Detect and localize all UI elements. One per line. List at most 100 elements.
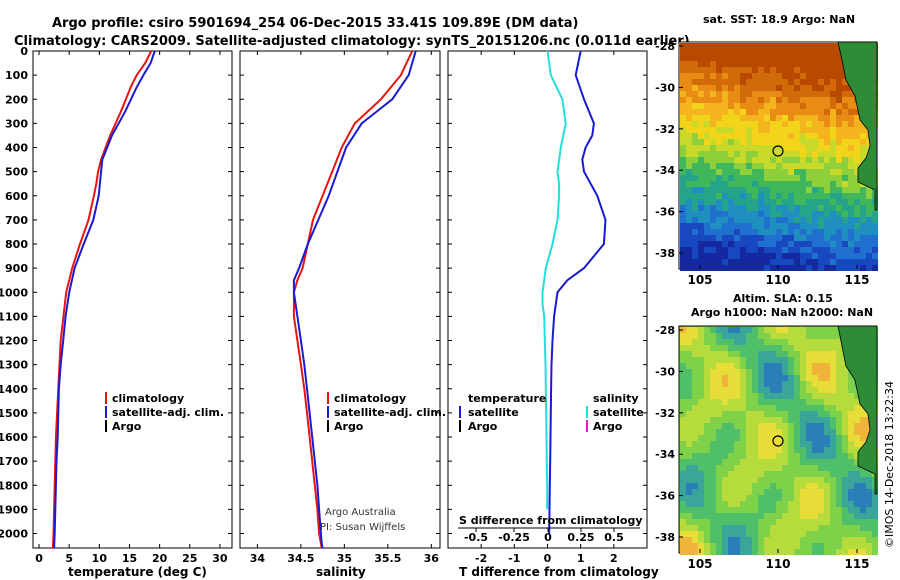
s-difference-inset-axis: -0.5 -0.25 0 0.25 0.5 bbox=[458, 527, 640, 544]
map-pixel bbox=[722, 133, 728, 139]
map-pixel bbox=[782, 97, 788, 103]
map-pixel bbox=[788, 115, 794, 121]
map-pixel bbox=[698, 121, 704, 127]
map-pixel bbox=[752, 127, 758, 133]
map-pixel bbox=[836, 405, 842, 411]
map-pixel bbox=[722, 441, 728, 447]
map-pixel bbox=[782, 345, 788, 351]
map-pixel bbox=[854, 229, 860, 235]
map-pixel bbox=[710, 241, 716, 247]
map-pixel bbox=[728, 223, 734, 229]
map-pixel bbox=[782, 369, 788, 375]
map-pixel bbox=[746, 429, 752, 435]
map-pixel bbox=[782, 471, 788, 477]
map-pixel bbox=[764, 61, 770, 67]
map-pixel bbox=[686, 501, 692, 507]
map-pixel bbox=[788, 483, 794, 489]
map-pixel bbox=[818, 531, 824, 537]
map-pixel bbox=[722, 519, 728, 525]
map-pixel bbox=[842, 537, 848, 543]
map-pixel bbox=[770, 91, 776, 97]
map-pixel bbox=[692, 223, 698, 229]
map-pixel bbox=[812, 223, 818, 229]
map-pixel bbox=[728, 423, 734, 429]
map-pixel bbox=[836, 139, 842, 145]
map-pixel bbox=[830, 181, 836, 187]
map-pixel bbox=[764, 495, 770, 501]
legend-argo-swatch bbox=[105, 420, 107, 432]
map-pixel bbox=[842, 151, 848, 157]
map-pixel bbox=[680, 151, 686, 157]
map-pixel bbox=[734, 109, 740, 115]
map-pixel bbox=[686, 447, 692, 453]
map-pixel bbox=[800, 483, 806, 489]
map-pixel bbox=[758, 217, 764, 223]
map-pixel bbox=[752, 55, 758, 61]
map-pixel bbox=[710, 49, 716, 55]
map-pixel bbox=[746, 537, 752, 543]
map-pixel bbox=[740, 405, 746, 411]
temperature-legend: climatology satellite-adj. clim. Argo bbox=[105, 392, 224, 433]
map-pixel bbox=[704, 181, 710, 187]
map-pixel bbox=[698, 525, 704, 531]
map-pixel bbox=[686, 175, 692, 181]
map-pixel bbox=[788, 543, 794, 549]
map-pixel bbox=[830, 543, 836, 549]
map-pixel bbox=[710, 169, 716, 175]
map-pixel bbox=[800, 49, 806, 55]
map-pixel bbox=[704, 223, 710, 229]
map-pixel bbox=[716, 435, 722, 441]
map-pixel bbox=[824, 181, 830, 187]
map-pixel bbox=[824, 163, 830, 169]
map-pixel bbox=[818, 429, 824, 435]
map-pixel bbox=[848, 375, 854, 381]
map-pixel bbox=[734, 247, 740, 253]
map-pixel bbox=[764, 127, 770, 133]
map-pixel bbox=[782, 405, 788, 411]
map-pixel bbox=[818, 181, 824, 187]
depth-tick-label: 1300 bbox=[0, 359, 28, 372]
map-pixel bbox=[716, 85, 722, 91]
map-pixel bbox=[776, 435, 782, 441]
map-pixel bbox=[872, 265, 878, 271]
map-pixel bbox=[794, 447, 800, 453]
map-pixel bbox=[716, 115, 722, 121]
map-pixel bbox=[830, 339, 836, 345]
map-pixel bbox=[812, 103, 818, 109]
map-pixel bbox=[692, 91, 698, 97]
map-pixel bbox=[818, 79, 824, 85]
map-pixel bbox=[770, 181, 776, 187]
map-pixel bbox=[782, 175, 788, 181]
map-pixel bbox=[692, 507, 698, 513]
map-pixel bbox=[710, 477, 716, 483]
map-pixel bbox=[692, 345, 698, 351]
map-pixel bbox=[680, 91, 686, 97]
map-pixel bbox=[686, 381, 692, 387]
map-pixel bbox=[818, 97, 824, 103]
map-pixel bbox=[734, 181, 740, 187]
map-pixel bbox=[722, 429, 728, 435]
map-pixel bbox=[788, 187, 794, 193]
map-pixel bbox=[770, 411, 776, 417]
map-pixel bbox=[836, 241, 842, 247]
map-pixel bbox=[800, 417, 806, 423]
map-pixel bbox=[830, 109, 836, 115]
map-pixel bbox=[716, 537, 722, 543]
map-pixel bbox=[704, 411, 710, 417]
map-pixel bbox=[770, 375, 776, 381]
map-pixel bbox=[806, 115, 812, 121]
map-pixel bbox=[704, 163, 710, 169]
x-tick-label: 35 bbox=[337, 552, 352, 565]
map-pixel bbox=[764, 501, 770, 507]
map-pixel bbox=[776, 187, 782, 193]
map-pixel bbox=[806, 345, 812, 351]
map-pixel bbox=[860, 211, 866, 217]
map-pixel bbox=[686, 127, 692, 133]
map-pixel bbox=[818, 241, 824, 247]
map-pixel bbox=[740, 459, 746, 465]
map-pixel bbox=[866, 205, 872, 211]
map-pixel bbox=[836, 411, 842, 417]
map-pixel bbox=[698, 133, 704, 139]
sla-map bbox=[678, 325, 878, 555]
map-pixel bbox=[776, 109, 782, 115]
